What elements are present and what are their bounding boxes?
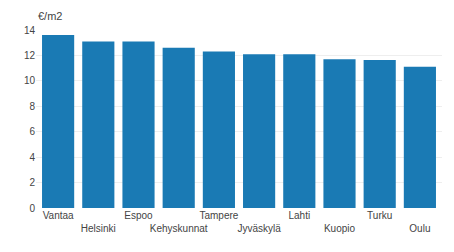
svg-text:Espoo: Espoo [124, 210, 153, 221]
svg-text:Helsinki: Helsinki [81, 223, 116, 234]
svg-text:Tampere: Tampere [199, 210, 238, 221]
svg-text:14: 14 [24, 25, 36, 36]
svg-text:12: 12 [24, 50, 36, 61]
svg-text:Kuopio: Kuopio [324, 223, 356, 234]
svg-text:Lahti: Lahti [288, 210, 310, 221]
svg-text:Vantaa: Vantaa [43, 210, 74, 221]
svg-text:2: 2 [29, 177, 35, 188]
svg-text:€/m2: €/m2 [38, 10, 62, 22]
svg-text:Kehyskunnat: Kehyskunnat [150, 223, 208, 234]
svg-text:4: 4 [29, 152, 35, 163]
svg-text:6: 6 [29, 126, 35, 137]
svg-text:Jyväskylä: Jyväskylä [237, 223, 281, 234]
svg-text:0: 0 [29, 203, 35, 214]
svg-text:Turku: Turku [367, 210, 392, 221]
svg-text:10: 10 [24, 75, 36, 86]
svg-text:8: 8 [29, 101, 35, 112]
svg-text:Oulu: Oulu [409, 223, 430, 234]
